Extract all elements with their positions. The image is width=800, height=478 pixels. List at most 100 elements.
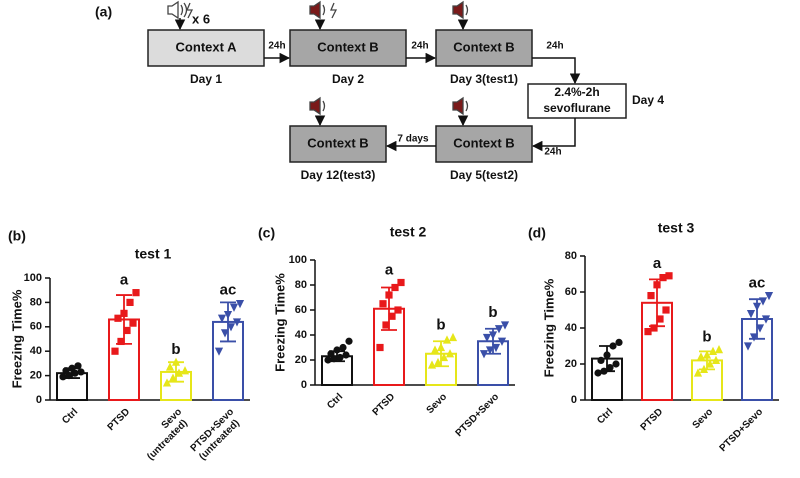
data-point [220, 329, 230, 338]
data-point [333, 346, 341, 354]
significance-label: a [385, 261, 394, 278]
data-point [324, 356, 332, 364]
data-point [702, 350, 712, 359]
step-box [435, 29, 533, 67]
data-point [379, 300, 387, 308]
data-point [342, 351, 350, 359]
data-point [229, 303, 239, 312]
bar-chart: (d) test 3 Freezing Time% 0 20 40 60 80 Ctrl a PTS… [528, 220, 779, 454]
data-point [126, 298, 134, 306]
interval-label: 24h [544, 147, 561, 158]
x-tick-label: Sevo [424, 391, 449, 416]
data-point [647, 292, 655, 300]
interval-label: 24h [268, 41, 285, 52]
error-bar [220, 301, 236, 343]
step-text: Context B [307, 135, 368, 150]
step-box [289, 125, 387, 163]
data-point [600, 367, 608, 375]
data-point [114, 314, 122, 322]
y-tick-label: 40 [30, 345, 42, 357]
data-point [436, 342, 446, 352]
data-point [606, 364, 614, 372]
data-point [761, 315, 771, 324]
y-axis-label: Freezing Time% [272, 273, 287, 372]
chart-title: test 2 [390, 224, 427, 240]
data-point [488, 331, 498, 340]
x-tick-label: Ctrl [325, 391, 345, 411]
data-point [497, 337, 507, 346]
interval-label: 7 days [397, 134, 429, 145]
data-point [705, 359, 715, 368]
day-label: Day 2 [332, 72, 364, 86]
data-point [485, 346, 495, 355]
data-point [165, 362, 175, 371]
x-tick-label-line: PTSD [105, 406, 132, 433]
data-point [68, 364, 76, 372]
data-point [336, 353, 344, 362]
panel-label: (b) [8, 228, 26, 244]
y-tick-label: 60 [565, 286, 577, 298]
y-axis-label: Freezing Time% [9, 289, 24, 388]
x-tick-label: Sevo(untreated) [136, 406, 192, 462]
data-point [327, 350, 335, 358]
data-point [644, 328, 652, 336]
data-point [376, 343, 384, 352]
data-point [656, 315, 664, 323]
data-point [755, 324, 765, 333]
x-tick-label-line: Sevo [424, 391, 449, 416]
panel-label: (a) [95, 4, 112, 20]
significance-label: b [702, 329, 711, 346]
data-point [764, 292, 774, 301]
bar [477, 340, 509, 386]
y-tick-label: 80 [565, 250, 577, 262]
y-tick-label: 60 [295, 304, 307, 316]
x-tick-label: PTSD+Sevo(untreated) [188, 406, 244, 462]
x-tick-label-line: PTSD+Sevo [717, 406, 765, 454]
significance-label: a [120, 272, 129, 289]
data-point [650, 324, 658, 332]
data-point [235, 300, 245, 309]
y-tick-label: 40 [295, 329, 307, 341]
y-tick-label: 80 [295, 279, 307, 291]
data-point [439, 352, 449, 362]
bar [741, 318, 773, 401]
data-point [752, 302, 762, 311]
data-point [162, 378, 172, 387]
step-box [527, 83, 627, 119]
data-point [479, 350, 489, 359]
shock-icon [186, 2, 338, 19]
data-point [746, 310, 756, 319]
x-tick-label: Sevo [690, 406, 715, 431]
bar-chart: (b) test 1 Freezing Time% 0 20 40 60 80 100 Ctrl a… [8, 228, 250, 462]
data-point [117, 337, 125, 346]
y-tick-label: 0 [36, 394, 42, 406]
data-point [391, 283, 399, 292]
data-point [711, 355, 721, 364]
y-tick-label: 0 [571, 394, 577, 406]
x-tick-label-line: Ctrl [325, 391, 345, 411]
speaker-icon [167, 0, 469, 116]
x-tick-label-line: Ctrl [595, 406, 615, 426]
data-point [445, 349, 455, 358]
interval-label: 24h [411, 41, 428, 52]
x-tick-label-line: PTSD [638, 406, 665, 433]
data-point [603, 351, 611, 359]
y-tick-label: 100 [24, 272, 42, 284]
significance-label: ac [220, 281, 237, 298]
data-point [217, 314, 227, 323]
data-point [430, 345, 440, 354]
y-tick-label: 20 [30, 370, 42, 382]
data-point [448, 332, 458, 342]
data-point [388, 312, 396, 320]
x-tick-label: PTSD+Sevo [717, 406, 765, 454]
data-point [433, 357, 443, 367]
data-point [749, 333, 759, 342]
day-label: Day 3(test1) [450, 72, 518, 86]
data-point [597, 356, 605, 364]
data-point [442, 335, 452, 344]
significance-label: b [488, 304, 497, 321]
data-point [132, 289, 140, 297]
data-point [491, 343, 501, 353]
significance-label: b [436, 316, 445, 333]
data-point [123, 326, 131, 335]
